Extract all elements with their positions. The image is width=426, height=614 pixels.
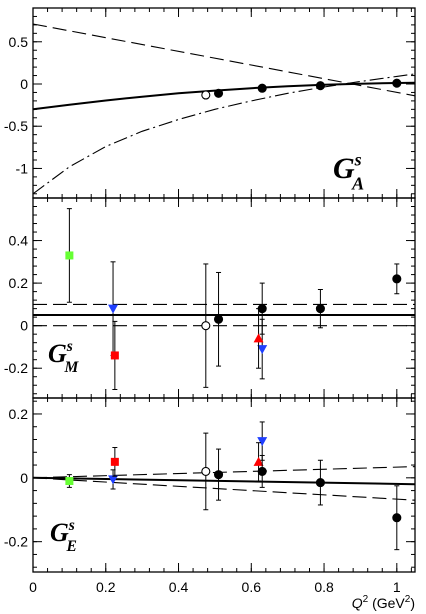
data-point (257, 282, 267, 335)
marker-filled-circle (213, 314, 224, 324)
marker-triangle-up (253, 333, 264, 343)
curve-solid (33, 476, 415, 486)
data-point (213, 88, 224, 98)
marker-triangle-down (257, 345, 268, 355)
data-point (253, 442, 264, 482)
marker-triangle-down (108, 304, 119, 314)
marker-triangle-down (108, 475, 119, 485)
marker-filled-circle (213, 88, 224, 98)
y-tick-label: 0.2 (9, 406, 29, 422)
x-axis-label: Q2 (GeV2) (352, 594, 415, 611)
data-point (257, 83, 267, 93)
marker-open-circle (201, 466, 211, 476)
data-point (315, 81, 325, 91)
data-point (392, 78, 402, 88)
marker-open-circle (201, 321, 211, 331)
data-point (213, 448, 224, 501)
data-point (110, 446, 119, 477)
curve-solid (33, 81, 415, 111)
marker-filled-circle (213, 470, 224, 480)
panel-frame (32, 197, 416, 399)
marker-triangle-up (253, 456, 264, 466)
marker-square (65, 477, 74, 486)
curve-longdash (33, 466, 415, 479)
panel-label: Gs E (50, 517, 77, 555)
data-point (392, 485, 402, 551)
y-tick-label: 0.4 (9, 233, 29, 249)
data-point (315, 288, 325, 329)
data-point (392, 263, 402, 295)
x-tick-label: 1 (393, 579, 401, 595)
marker-open-circle (201, 90, 211, 100)
panel-2: 0.4 0.2 0 -0.2 Gs M (4, 197, 416, 399)
y-tick-label: 0.2 (9, 275, 29, 291)
x-tick-label: 0.6 (242, 579, 262, 595)
marker-filled-circle (315, 304, 325, 314)
marker-filled-circle (392, 274, 402, 284)
marker-square (110, 351, 119, 360)
panel-3: 0.2 0 -0.2 Gs E 0 0.2 0.4 0.6 0.8 1Q2 (GeV2) (4, 397, 416, 611)
marker-filled-circle (392, 78, 402, 88)
panel-label: Gs A (333, 149, 364, 193)
curve-dashdot (33, 73, 415, 195)
marker-square (110, 457, 119, 466)
panel-label: Gs M (48, 338, 80, 376)
marker-triangle-down (257, 437, 268, 447)
panel-1: 0.5 0 -0.5 -1 Gs A (4, 7, 416, 199)
x-tick-label: 0.2 (96, 579, 116, 595)
data-point (201, 90, 211, 100)
data-point (315, 459, 325, 506)
data-point (201, 263, 211, 388)
marker-filled-circle (257, 83, 267, 93)
data-point (108, 469, 119, 490)
y-tick-label: 0 (20, 470, 28, 486)
y-tick-label: 0.5 (9, 34, 29, 50)
data-point (108, 261, 119, 356)
x-tick-label: 0.4 (169, 579, 189, 595)
y-tick-label: -0.2 (4, 360, 28, 376)
marker-filled-circle (315, 81, 325, 91)
y-tick-label: 0 (20, 318, 28, 334)
marker-filled-circle (257, 304, 267, 314)
data-point (110, 320, 119, 390)
y-tick-label: -1 (16, 160, 29, 176)
curve-longdash (33, 23, 415, 97)
data-point (65, 208, 74, 303)
data-point (201, 432, 211, 511)
panel-frame (32, 397, 416, 573)
y-tick-label: -0.5 (4, 118, 28, 134)
y-tick-label: 0 (20, 76, 28, 92)
data-point (213, 271, 224, 367)
data-point (65, 474, 74, 488)
marker-filled-circle (315, 478, 325, 488)
data-point (257, 454, 267, 488)
marker-square (65, 251, 74, 260)
x-tick-label: 0.8 (314, 579, 334, 595)
marker-filled-circle (392, 513, 402, 523)
y-tick-label: -0.2 (4, 534, 28, 550)
curve-longdash (33, 477, 415, 501)
x-tick-label: 0 (29, 579, 37, 595)
marker-filled-circle (257, 466, 267, 476)
